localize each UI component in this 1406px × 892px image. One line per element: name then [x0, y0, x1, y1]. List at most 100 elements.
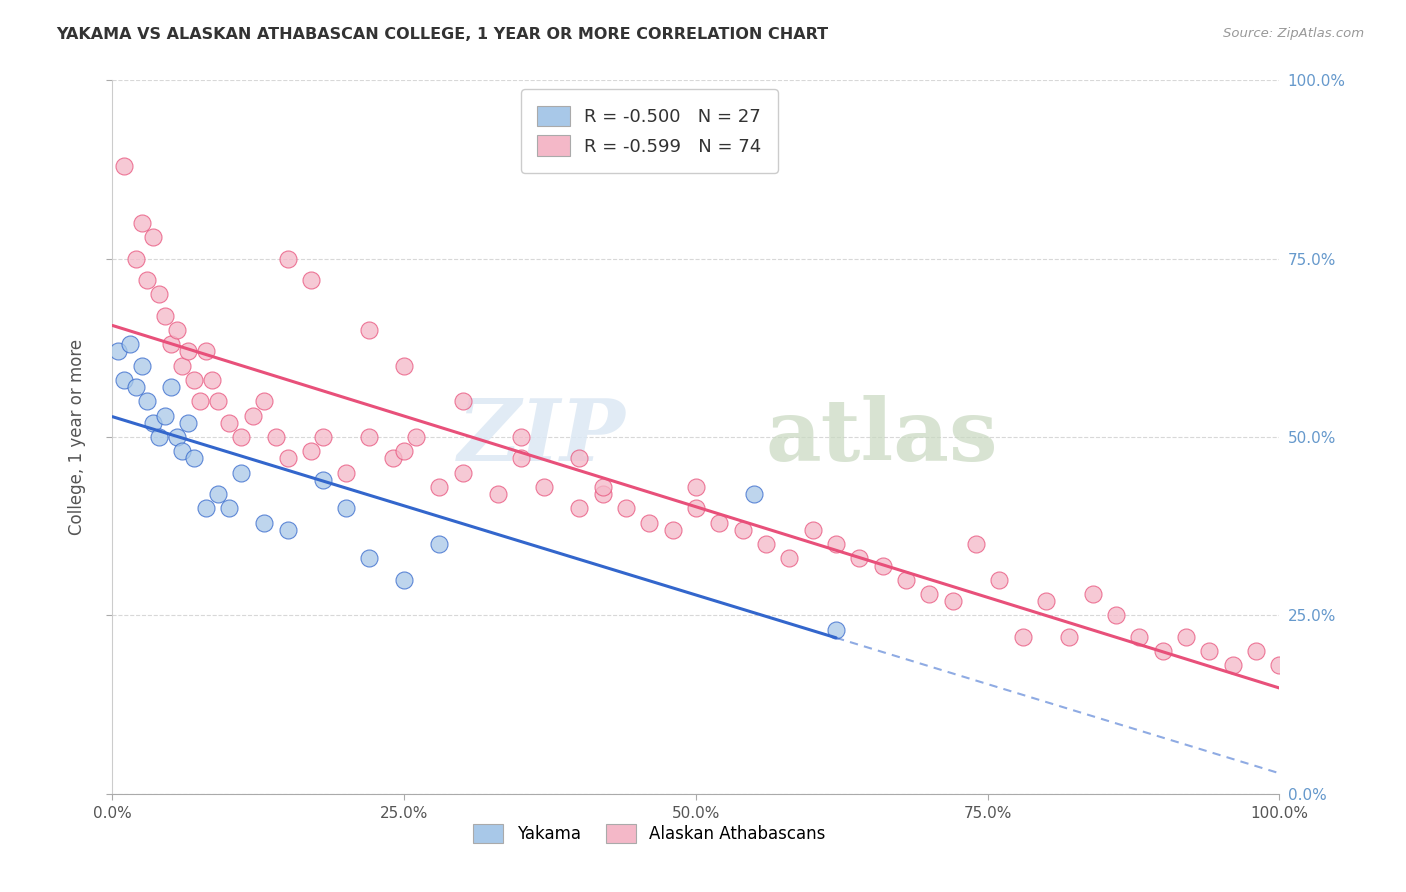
Point [125, 252, 148, 266]
Point [299, 444, 322, 458]
Point [685, 480, 707, 494]
Point [394, 444, 416, 458]
Point [276, 451, 298, 466]
Point [194, 501, 217, 516]
Point [592, 487, 614, 501]
Point [335, 501, 357, 516]
Point [118, 337, 141, 351]
Text: Source: ZipAtlas.com: Source: ZipAtlas.com [1223, 27, 1364, 40]
Point [142, 416, 165, 430]
Point [731, 523, 754, 537]
Point [568, 451, 591, 466]
Point [1011, 630, 1033, 644]
Point [942, 594, 965, 608]
Point [1244, 644, 1267, 658]
Point [451, 466, 474, 480]
Point [894, 573, 917, 587]
Text: ZIP: ZIP [458, 395, 626, 479]
Point [359, 551, 381, 566]
Point [207, 394, 229, 409]
Point [614, 501, 637, 516]
Point [229, 466, 252, 480]
Point [778, 551, 800, 566]
Point [299, 273, 322, 287]
Point [381, 451, 404, 466]
Point [533, 480, 555, 494]
Point [592, 480, 614, 494]
Point [1175, 630, 1198, 644]
Point [872, 558, 894, 573]
Point [394, 573, 416, 587]
Point [166, 430, 188, 444]
Point [218, 501, 240, 516]
Point [253, 516, 276, 530]
Point [160, 337, 183, 351]
Point [405, 430, 427, 444]
Point [264, 430, 287, 444]
Point [988, 573, 1011, 587]
Point [427, 537, 450, 551]
Point [183, 451, 205, 466]
Point [755, 537, 778, 551]
Legend: Yakama, Alaskan Athabascans: Yakama, Alaskan Athabascans [467, 817, 832, 850]
Point [918, 587, 941, 601]
Point [253, 394, 276, 409]
Point [568, 501, 591, 516]
Point [153, 309, 176, 323]
Y-axis label: College, 1 year or more: College, 1 year or more [67, 339, 86, 535]
Point [177, 344, 200, 359]
Point [709, 516, 731, 530]
Point [965, 537, 987, 551]
Point [194, 344, 217, 359]
Point [218, 416, 240, 430]
Point [359, 323, 381, 337]
Point [148, 287, 170, 301]
Point [207, 487, 229, 501]
Point [1105, 608, 1128, 623]
Text: YAKAMA VS ALASKAN ATHABASCAN COLLEGE, 1 YEAR OR MORE CORRELATION CHART: YAKAMA VS ALASKAN ATHABASCAN COLLEGE, 1 … [56, 27, 828, 42]
Point [172, 444, 194, 458]
Point [107, 344, 129, 359]
Point [229, 430, 252, 444]
Point [177, 416, 200, 430]
Point [276, 523, 298, 537]
Point [1268, 658, 1291, 673]
Point [801, 523, 824, 537]
Point [359, 430, 381, 444]
Point [148, 430, 170, 444]
Point [311, 473, 333, 487]
Point [1035, 594, 1057, 608]
Point [509, 430, 531, 444]
Point [131, 359, 153, 373]
Point [825, 537, 848, 551]
Point [1198, 644, 1220, 658]
Point [183, 373, 205, 387]
Point [166, 323, 188, 337]
Point [242, 409, 264, 423]
Point [153, 409, 176, 423]
Point [509, 451, 531, 466]
Point [160, 380, 183, 394]
Text: atlas: atlas [766, 395, 998, 479]
Point [276, 252, 298, 266]
Point [201, 373, 224, 387]
Point [486, 487, 509, 501]
Point [1222, 658, 1244, 673]
Point [335, 466, 357, 480]
Point [451, 394, 474, 409]
Point [638, 516, 661, 530]
Point [1081, 587, 1104, 601]
Point [188, 394, 211, 409]
Point [1152, 644, 1174, 658]
Point [744, 487, 766, 501]
Point [172, 359, 194, 373]
Point [1059, 630, 1081, 644]
Point [661, 523, 683, 537]
Point [394, 359, 416, 373]
Point [136, 394, 159, 409]
Point [112, 373, 135, 387]
Point [311, 430, 333, 444]
Point [848, 551, 870, 566]
Point [131, 216, 153, 230]
Point [1128, 630, 1150, 644]
